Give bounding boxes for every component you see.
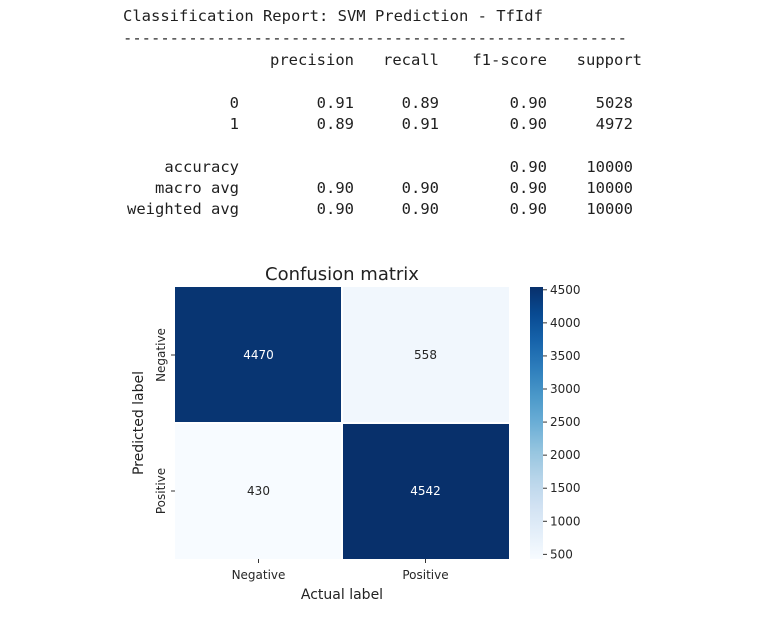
report-row-label: 0 bbox=[229, 94, 239, 112]
report-header-f1-score: f1-score bbox=[472, 51, 547, 69]
report-summary-label: macro avg bbox=[155, 179, 239, 197]
report-header-precision: precision bbox=[270, 51, 354, 69]
report-header-recall: recall bbox=[383, 51, 439, 69]
report-summary-recall: 0.90 bbox=[401, 179, 439, 197]
y-axis-label: Predicted label bbox=[131, 371, 147, 475]
report-summary-precision: 0.90 bbox=[316, 179, 354, 197]
report-cell-precision: 0.91 bbox=[316, 94, 354, 112]
report-title: Classification Report: SVM Prediction - … bbox=[123, 7, 543, 25]
x-tick-label: Positive bbox=[402, 568, 448, 582]
report-summary-support: 10000 bbox=[586, 179, 633, 197]
heatmap-cell bbox=[342, 287, 509, 423]
report-row-label: 1 bbox=[229, 115, 239, 133]
heatmap-cell-value: 4542 bbox=[410, 484, 441, 498]
heatmap-cell bbox=[342, 423, 509, 559]
report-summary-f1: 0.90 bbox=[509, 179, 547, 197]
classification-report: Classification Report: SVM Prediction - … bbox=[123, 6, 642, 218]
report-summary-label: weighted avg bbox=[127, 200, 239, 218]
y-tick-label: Positive bbox=[154, 468, 168, 514]
colorbar-gradient bbox=[530, 287, 543, 559]
heatmap-cell-value: 4470 bbox=[243, 348, 274, 362]
colorbar-tick-label: 2000 bbox=[550, 448, 581, 462]
report-summary-f1: 0.90 bbox=[509, 200, 547, 218]
report-header-support: support bbox=[576, 51, 642, 69]
colorbar-tick-label: 1500 bbox=[550, 481, 581, 495]
report-cell-f1: 0.90 bbox=[509, 115, 547, 133]
report-summary-recall: 0.90 bbox=[401, 200, 439, 218]
report-cell-support: 5028 bbox=[595, 94, 633, 112]
x-tick-label: Negative bbox=[232, 568, 286, 582]
y-tick-label: Negative bbox=[154, 328, 168, 382]
colorbar-tick-label: 500 bbox=[550, 547, 573, 561]
colorbar-tick-label: 2500 bbox=[550, 415, 581, 429]
report-cell-f1: 0.90 bbox=[509, 94, 547, 112]
colorbar-tick-label: 4500 bbox=[550, 283, 581, 297]
colorbar-tick-label: 4000 bbox=[550, 316, 581, 330]
colorbar-tick-label: 3000 bbox=[550, 382, 581, 396]
colorbar-tick-label: 3500 bbox=[550, 349, 581, 363]
heatmap-cell-value: 430 bbox=[247, 484, 270, 498]
x-axis-label: Actual label bbox=[301, 587, 383, 603]
report-summary-f1: 0.90 bbox=[509, 158, 547, 176]
report-cell-recall: 0.89 bbox=[401, 94, 439, 112]
chart-title: Confusion matrix bbox=[265, 264, 419, 285]
heatmap-axes: Negative Positive Negative Positive Actual l… bbox=[131, 328, 449, 603]
heatmap-cell bbox=[175, 287, 342, 423]
report-summary-label: accuracy bbox=[164, 158, 239, 176]
colorbar-tick-label: 1000 bbox=[550, 514, 581, 528]
heatmap-cell-value: 558 bbox=[414, 348, 437, 362]
report-cell-support: 4972 bbox=[595, 115, 633, 133]
report-cell-recall: 0.91 bbox=[401, 115, 439, 133]
heatmap-cells: 4470 558 430 4542 bbox=[175, 287, 509, 559]
report-summary-support: 10000 bbox=[586, 200, 633, 218]
report-summary-support: 10000 bbox=[586, 158, 633, 176]
report-divider: ----------------------------------------… bbox=[123, 29, 627, 47]
colorbar: 500 1000 1500 2000 2500 3000 3500 4000 4500 bbox=[530, 283, 581, 561]
report-summary-precision: 0.90 bbox=[316, 200, 354, 218]
report-cell-precision: 0.89 bbox=[316, 115, 354, 133]
heatmap-cell bbox=[175, 423, 342, 559]
